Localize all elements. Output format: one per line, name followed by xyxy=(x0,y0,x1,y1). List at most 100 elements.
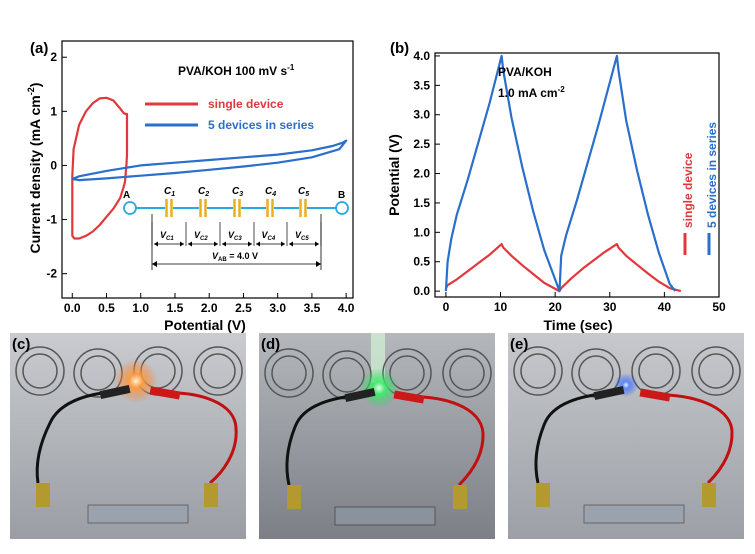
panel-label-e: (e) xyxy=(510,336,528,353)
voltage-label: VC1 xyxy=(160,230,174,242)
vab-label: VAB = 4.0 V xyxy=(212,251,258,263)
alligator-clip xyxy=(536,483,550,507)
x-tick-label: 1.0 xyxy=(132,301,149,315)
x-tick-label: 2.5 xyxy=(235,301,252,315)
series-group-a xyxy=(71,96,348,240)
alligator-clip xyxy=(393,390,425,404)
alligator-clip xyxy=(593,385,625,401)
y-tick-label: 2.0 xyxy=(413,167,430,181)
series-line-single-device xyxy=(71,96,129,240)
panel-label-c: (c) xyxy=(12,336,30,353)
alligator-clip xyxy=(702,483,716,507)
series-line-five-devices xyxy=(71,139,348,182)
gcd-chart-b: (b) 0 10 20 30 40 50 0.0 0.5 1.0 1.5 2.0 2.5 3.0 3.5 4… xyxy=(386,40,726,333)
alligator-clip xyxy=(99,384,131,400)
capacitor-label: C4 xyxy=(265,186,276,198)
capacitor-label: C2 xyxy=(198,186,209,198)
black-wire xyxy=(35,389,121,484)
x-tick-label: 3.0 xyxy=(269,301,286,315)
y-axis-label-a: Current density (mA cm-2) xyxy=(26,83,43,254)
cv-chart-a: (a) 0.0 0.5 1.0 1.5 2.0 2.5 3.0 3.5 4.0 2 1 0 -1 -2 P… xyxy=(26,40,355,333)
photo-d: (d) xyxy=(259,333,495,539)
circuit-label-b: B xyxy=(338,190,345,201)
voltage-arrowhead xyxy=(281,241,285,247)
series-line-five-devices xyxy=(444,54,677,293)
voltage-arrowhead xyxy=(180,241,184,247)
x-tick-label: 3.5 xyxy=(304,301,321,315)
voltage-arrowhead xyxy=(315,241,319,247)
x-tick-label: 0.0 xyxy=(64,301,81,315)
y-axis-label-b: Potential (V) xyxy=(386,134,402,216)
x-axis-label-a: Potential (V) xyxy=(164,317,246,333)
y-tick-label: 1.0 xyxy=(413,225,430,239)
voltage-arrowhead xyxy=(188,241,192,247)
panel-label-a: (a) xyxy=(30,40,48,57)
voltage-label: VC3 xyxy=(228,230,242,242)
alligator-clip xyxy=(453,485,467,509)
alligator-clip xyxy=(36,483,50,507)
voltage-label: VC2 xyxy=(194,230,208,242)
photo-c: (c) xyxy=(10,333,246,539)
legend-a: single device 5 devices in series xyxy=(145,97,314,132)
y-tick-label: 0.0 xyxy=(413,284,430,298)
vab-arrowhead-left xyxy=(152,261,157,267)
axis-ticks-a: 0.0 0.5 1.0 1.5 2.0 2.5 3.0 3.5 4.0 2 1 0 -1 -2 xyxy=(46,50,354,315)
red-wire xyxy=(647,393,734,485)
circuit-node-a xyxy=(123,201,137,215)
red-wire xyxy=(403,395,485,487)
capacitor-label: C5 xyxy=(298,186,309,198)
x-tick-label: 20 xyxy=(548,300,562,314)
y-tick-label: 1 xyxy=(50,104,57,118)
circuit-capacitors: C1 VC1 C2 VC2 C3 VC3 C4 VC4 C5 VC5 xyxy=(151,186,322,247)
x-tick-label: 1.5 xyxy=(167,301,184,315)
x-tick-label: 30 xyxy=(603,300,617,314)
annotation-a: PVA/KOH 100 mV s-1 xyxy=(178,63,295,78)
x-tick-label: 0 xyxy=(443,300,450,314)
alligator-clip xyxy=(149,386,181,400)
alligator-clip xyxy=(204,483,218,507)
y-tick-label: 4.0 xyxy=(413,49,430,63)
black-wire xyxy=(534,391,613,484)
annotation-b-line1: PVA/KOH xyxy=(498,65,552,79)
x-tick-label: 4.0 xyxy=(338,301,355,315)
x-tick-label: 40 xyxy=(658,300,672,314)
alligator-clip xyxy=(344,387,376,403)
voltage-arrowhead xyxy=(154,241,158,247)
alligator-clip xyxy=(287,485,301,509)
y-tick-label: -1 xyxy=(46,213,57,227)
circuit-diagram: A B C1 VC1 C2 VC2 C3 VC3 C4 VC4 C5 VC5 VAB = 4.0 … xyxy=(123,186,349,270)
y-tick-label: 3.0 xyxy=(413,108,430,122)
alligator-clip xyxy=(639,388,671,402)
legend-label-series: 5 devices in series xyxy=(208,118,314,132)
legend-label-single-b: single device xyxy=(681,152,695,228)
y-tick-label: 2 xyxy=(50,50,57,64)
device-strip xyxy=(334,506,436,526)
series-group-b xyxy=(444,54,682,293)
y-tick-label: -2 xyxy=(46,267,57,281)
voltage-label: VC5 xyxy=(295,230,309,242)
plot-frame-b xyxy=(434,52,720,298)
capacitor-label: C3 xyxy=(232,186,243,198)
device-strip xyxy=(87,504,189,524)
y-tick-label: 0 xyxy=(50,158,57,172)
voltage-arrowhead xyxy=(289,241,293,247)
circuit-label-a: A xyxy=(123,190,130,201)
photo-e: (e) xyxy=(508,333,744,539)
voltage-arrowhead xyxy=(256,241,260,247)
x-tick-label: 10 xyxy=(494,300,508,314)
led-glow-orange xyxy=(114,359,158,403)
voltage-label: VC4 xyxy=(262,230,276,242)
voltage-arrowhead xyxy=(214,241,218,247)
y-tick-label: 2.5 xyxy=(413,137,430,151)
x-axis-label-b: Time (sec) xyxy=(544,317,613,333)
legend-b: single device 5 devices in series xyxy=(681,122,719,255)
y-tick-label: 0.5 xyxy=(413,255,430,269)
capacitor-gap xyxy=(299,200,307,216)
circuit-node-b xyxy=(335,201,349,215)
led-glow-green xyxy=(359,368,399,408)
capacitor-gap xyxy=(233,200,241,216)
voltage-arrowhead xyxy=(248,241,252,247)
red-wire xyxy=(159,391,238,485)
plot-frame-a xyxy=(61,40,354,299)
axis-ticks-b: 0 10 20 30 40 50 0.0 0.5 1.0 1.5 2.0 2.5 3.0 3.5 4.0 xyxy=(413,49,726,314)
